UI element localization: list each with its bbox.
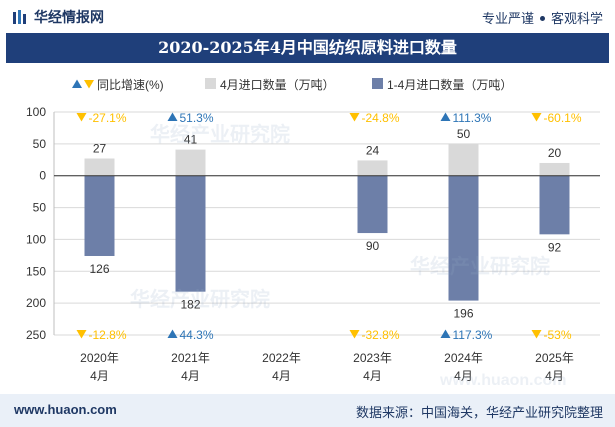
x-tick-label-month: 4月 — [545, 369, 564, 383]
x-tick-label-month: 4月 — [363, 369, 382, 383]
growth-jan-apr-label: 44.3% — [180, 328, 214, 342]
watermark: 华经产业研究院 — [130, 289, 270, 311]
bar-jan-apr — [175, 175, 206, 292]
growth-april-label: -60.1% — [544, 111, 582, 125]
bar-april — [448, 143, 479, 176]
growth-april-label: -24.8% — [362, 111, 400, 125]
bar-april — [539, 162, 570, 176]
x-tick-label-year: 2021年 — [171, 351, 210, 365]
growth-jan-apr-arrow-icon — [349, 330, 360, 339]
y-tick-label: 200 — [26, 296, 46, 310]
growth-april-arrow-icon — [440, 112, 451, 121]
data-label-april: 20 — [548, 146, 562, 160]
chart-title: 2020-2025年4月中国纺织原料进口数量 — [6, 33, 609, 63]
bar-april — [84, 158, 115, 176]
data-label-jan-apr: 92 — [548, 240, 562, 254]
slogan-dot-icon — [539, 16, 545, 22]
growth-jan-apr-arrow-icon — [531, 330, 542, 339]
bar-jan-apr — [84, 175, 115, 256]
y-tick-label: 50 — [33, 137, 47, 151]
growth-april-label: -27.1% — [89, 111, 127, 125]
growth-april-label: 111.3% — [453, 111, 492, 125]
watermark: 华经产业研究院 — [410, 256, 550, 278]
x-tick-label-month: 4月 — [90, 369, 109, 383]
data-label-april: 50 — [457, 127, 471, 141]
x-tick-label-month: 4月 — [181, 369, 200, 383]
slogan-right: 客观科学 — [550, 11, 603, 26]
growth-jan-apr-arrow-icon — [76, 330, 87, 339]
growth-jan-apr-arrow-icon — [440, 329, 451, 338]
growth-april-arrow-icon — [531, 113, 542, 122]
legend-label-growth: 同比增速(%) — [97, 78, 164, 92]
x-tick-label-year: 2023年 — [353, 351, 392, 365]
watermark: www.huaon.com — [440, 372, 567, 389]
legend-growth-up-icon — [72, 79, 82, 88]
data-label-jan-apr: 196 — [453, 307, 473, 321]
bar-jan-apr — [539, 175, 570, 235]
x-tick-label-year: 2020年 — [80, 351, 119, 365]
data-label-april: 41 — [184, 133, 198, 147]
y-tick-label: 100 — [26, 105, 46, 119]
x-tick-label-year: 2024年 — [444, 351, 483, 365]
y-tick-label: 150 — [26, 264, 46, 278]
y-tick-label: 250 — [26, 328, 46, 342]
brand-name: 华经情报网 — [34, 9, 104, 25]
legend-swatch-april — [205, 78, 216, 89]
top-bar: 华经情报网 专业严谨 客观科学 — [0, 0, 615, 32]
data-label-jan-apr: 182 — [180, 298, 200, 312]
legend-growth-down-icon — [84, 80, 94, 89]
slogan: 专业严谨 客观科学 — [482, 8, 603, 27]
bar-jan-apr — [357, 175, 388, 234]
bar-april — [357, 160, 388, 176]
watermark: 华经产业研究院 — [150, 124, 290, 146]
legend-swatch-jan-apr — [372, 78, 383, 89]
growth-april-arrow-icon — [349, 113, 360, 122]
brand-logo-icon — [13, 10, 26, 24]
y-tick-label: 100 — [26, 232, 46, 246]
x-tick-label-year: 2022年 — [262, 351, 301, 365]
data-source: 数据来源：中国海关，华经产业研究院整理 — [355, 405, 603, 420]
data-label-april: 24 — [366, 143, 380, 157]
growth-jan-apr-arrow-icon — [167, 329, 178, 338]
legend-label-jan-apr: 1-4月进口数量（万吨） — [387, 77, 512, 92]
growth-jan-apr-label: -12.8% — [89, 328, 127, 342]
bar-april — [175, 149, 206, 176]
legend-label-april: 4月进口数量（万吨） — [220, 77, 335, 92]
footer-bar: www.huaon.com 数据来源：中国海关，华经产业研究院整理 — [0, 394, 615, 427]
growth-april-arrow-icon — [167, 112, 178, 121]
y-tick-label: 50 — [33, 201, 47, 215]
bar-jan-apr — [448, 175, 479, 301]
brand[interactable]: 华经情报网 — [12, 7, 104, 27]
data-label-jan-apr: 126 — [89, 262, 109, 276]
growth-april-label: 51.3% — [180, 111, 214, 125]
x-tick-label-month: 4月 — [272, 369, 291, 383]
x-tick-label-year: 2025年 — [535, 351, 574, 365]
growth-jan-apr-label: 117.3% — [453, 328, 493, 342]
website-link[interactable]: www.huaon.com — [14, 402, 117, 417]
growth-jan-apr-label: -32.8% — [362, 328, 400, 342]
data-label-jan-apr: 90 — [366, 239, 380, 253]
growth-april-arrow-icon — [76, 113, 87, 122]
data-label-april: 27 — [93, 142, 107, 156]
growth-jan-apr-label: -53% — [544, 328, 572, 342]
y-tick-label: 0 — [39, 169, 46, 183]
slogan-left: 专业严谨 — [481, 11, 534, 26]
x-tick-label-month: 4月 — [454, 369, 473, 383]
